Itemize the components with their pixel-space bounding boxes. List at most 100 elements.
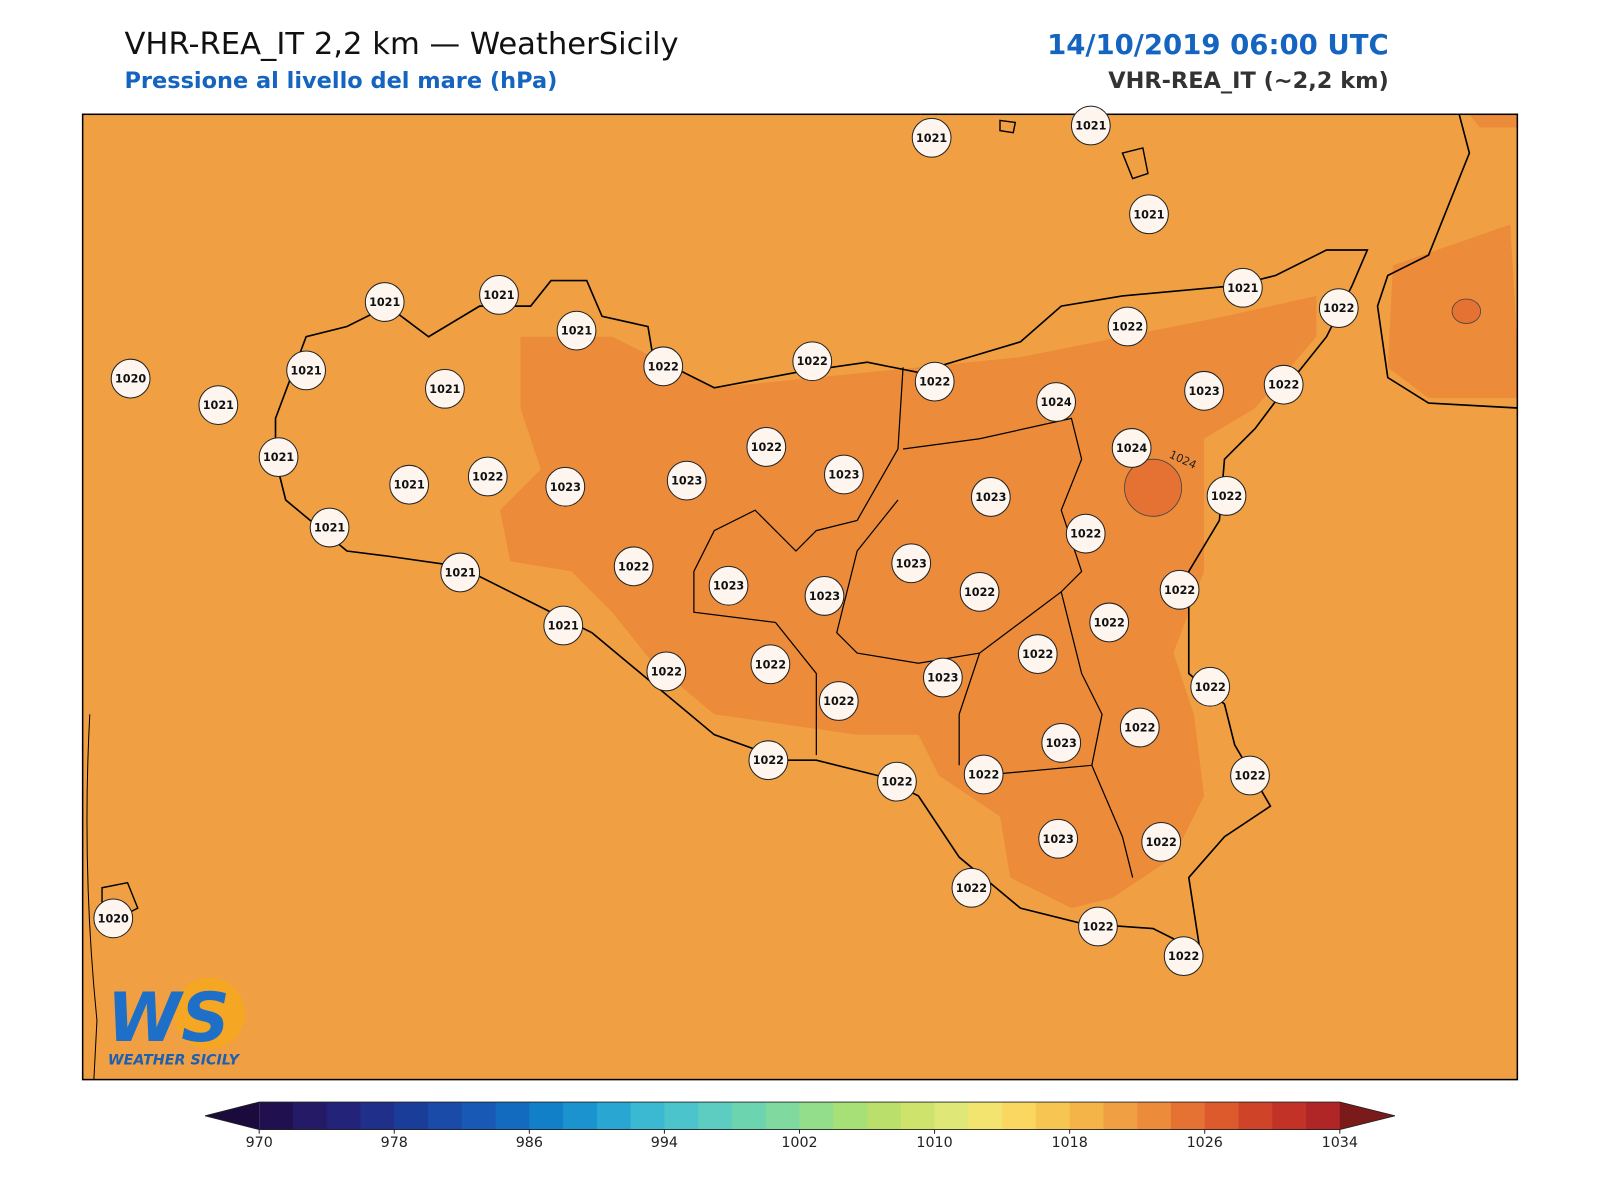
station-marker — [364, 282, 405, 322]
station-value: 1024 — [1116, 442, 1147, 455]
station-marker — [1119, 707, 1160, 748]
station-value: 1022 — [1323, 302, 1354, 315]
station-value: 1021 — [483, 289, 514, 302]
station-marker — [963, 754, 1004, 795]
colorbar-bin — [968, 1102, 1003, 1130]
station-value: 1021 — [263, 451, 294, 464]
colorbar-tick-label: 1010 — [916, 1135, 952, 1151]
station-marker — [1078, 906, 1118, 947]
station-value: 1023 — [1046, 737, 1077, 750]
colorbar-bin — [495, 1102, 530, 1130]
station-marker — [309, 507, 350, 548]
model: VHR-REA_IT (~2,2 km) — [1108, 68, 1389, 94]
station-value: 1023 — [671, 475, 702, 488]
station-marker — [911, 117, 952, 158]
station: 1022 — [1159, 569, 1200, 610]
station-marker — [818, 681, 859, 721]
station-value: 1021 — [445, 566, 476, 579]
station: 1022 — [963, 754, 1004, 795]
station-value: 1021 — [291, 364, 322, 377]
station-marker — [922, 657, 963, 698]
colorbar-bin — [799, 1102, 834, 1130]
colorbar-tick-label: 986 — [516, 1135, 543, 1151]
station-value: 1022 — [651, 665, 682, 678]
station-value: 1022 — [472, 471, 503, 484]
station: 1022 — [646, 651, 687, 692]
logo-mark: WS — [107, 978, 230, 1057]
station-value: 1023 — [1043, 833, 1074, 846]
station-value: 1021 — [561, 325, 592, 338]
station: 1022 — [1190, 666, 1231, 707]
station-value: 1021 — [1133, 208, 1164, 221]
station-marker — [643, 346, 684, 387]
station-marker — [877, 761, 917, 802]
station-value: 1023 — [1188, 385, 1219, 398]
station: 1022 — [818, 681, 859, 721]
station-marker — [1017, 634, 1058, 674]
station: 1022 — [748, 740, 789, 781]
station-marker — [613, 546, 654, 587]
station: 1023 — [708, 565, 749, 606]
station-value: 1021 — [548, 620, 579, 633]
station: 1021 — [389, 464, 430, 505]
station-marker — [1038, 818, 1079, 859]
logo: WS WEATHER SICILY — [107, 977, 245, 1068]
colorbar-bin — [1035, 1102, 1071, 1130]
station-marker — [1222, 267, 1263, 308]
station-value: 1021 — [314, 522, 345, 535]
station-marker — [1318, 288, 1359, 329]
station: 1021 — [309, 507, 350, 548]
contour — [1451, 298, 1482, 324]
station: 1022 — [1107, 306, 1148, 347]
station-value: 1022 — [751, 441, 782, 454]
station-value: 1022 — [648, 360, 679, 373]
colorbar-bin — [731, 1102, 767, 1130]
station-value: 1021 — [916, 132, 947, 145]
station-value: 1022 — [823, 695, 854, 708]
station: 1023 — [1184, 370, 1224, 411]
colorbar-bin — [394, 1102, 429, 1130]
station-marker — [1129, 194, 1169, 235]
contour — [1124, 458, 1183, 517]
station: 1022 — [613, 546, 654, 587]
station: 1022 — [1078, 906, 1118, 947]
station: 1023 — [545, 466, 586, 507]
station-value: 1022 — [1164, 584, 1195, 597]
colorbar-tick-label: 1002 — [781, 1135, 817, 1151]
station-value: 1021 — [203, 399, 234, 412]
station: 1022 — [951, 867, 992, 908]
station: 1021 — [198, 385, 239, 426]
station: 1023 — [891, 543, 932, 584]
station-value: 1022 — [753, 754, 784, 767]
station-value: 1023 — [713, 580, 744, 593]
colorbar-bin — [1204, 1102, 1239, 1130]
station: 1023 — [666, 460, 707, 501]
station-marker — [545, 466, 586, 507]
colorbar-bin — [292, 1102, 328, 1130]
station-value: 1022 — [968, 769, 999, 782]
station-marker — [543, 605, 584, 646]
colorbar-bin — [596, 1102, 632, 1130]
colorbar-tick-label: 994 — [651, 1135, 678, 1151]
station: 1023 — [804, 576, 845, 616]
station-marker — [1206, 476, 1247, 516]
colorbar-tick-label: 1034 — [1322, 1135, 1358, 1151]
coastline — [1376, 114, 1518, 409]
station-value: 1023 — [809, 590, 840, 603]
colorbar-bin — [1137, 1102, 1172, 1130]
station-marker — [479, 275, 519, 315]
station-marker — [93, 898, 134, 939]
colorbar-tick-label: 1018 — [1051, 1135, 1087, 1151]
station: 1022 — [877, 761, 917, 802]
station: 1022 — [1263, 364, 1304, 405]
colorbar-extend-low — [205, 1102, 260, 1130]
colorbar-bin — [326, 1102, 362, 1130]
station: 1021 — [364, 282, 405, 322]
station-value: 1022 — [964, 586, 995, 599]
colorbar-bin — [1306, 1102, 1341, 1130]
colorbar-bin — [664, 1102, 699, 1130]
station-value: 1024 — [1041, 396, 1072, 409]
station-value: 1022 — [1094, 616, 1125, 629]
station: 1023 — [823, 454, 864, 495]
